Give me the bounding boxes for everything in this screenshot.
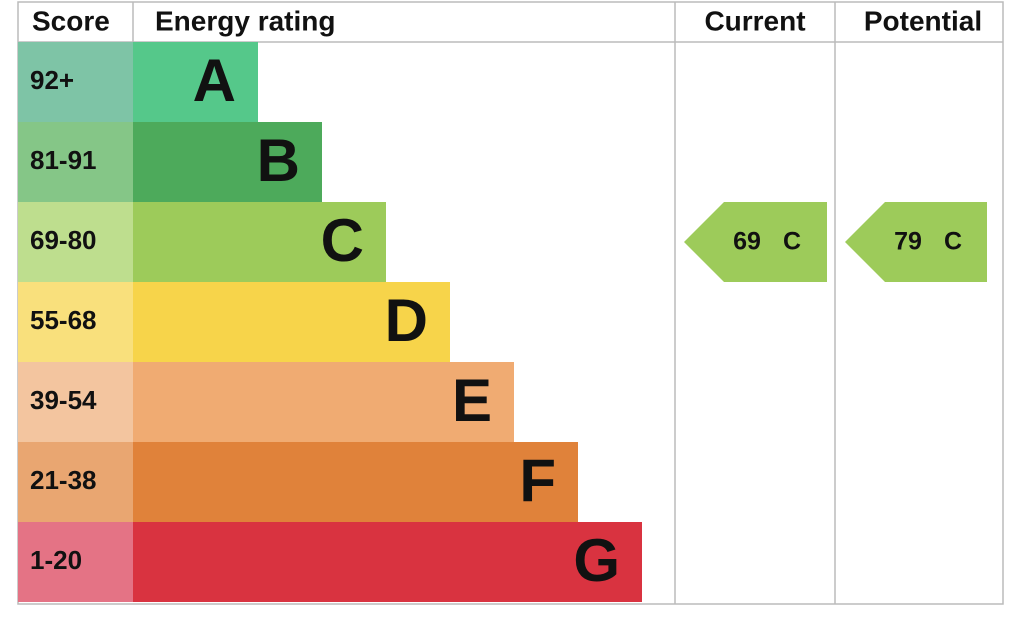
score-range: 1-20: [30, 545, 82, 575]
rating-bar: [133, 122, 322, 202]
current-arrow: [684, 202, 827, 282]
rating-letter: D: [385, 287, 428, 354]
rating-letter: B: [257, 127, 300, 194]
header-rating: Energy rating: [155, 5, 335, 36]
potential-value: 79: [894, 228, 922, 256]
potential-band: C: [944, 228, 962, 256]
score-range: 81-91: [30, 145, 97, 175]
current-band: C: [783, 228, 801, 256]
score-range: 55-68: [30, 305, 97, 335]
rating-letter: G: [573, 527, 620, 594]
score-cell: [18, 122, 133, 202]
rating-bar: [133, 362, 514, 442]
score-range: 69-80: [30, 225, 97, 255]
rating-letter: E: [452, 367, 492, 434]
rating-bar: [133, 282, 450, 362]
rating-letter: A: [193, 47, 236, 114]
score-range: 92+: [30, 65, 74, 95]
current-value: 69: [733, 228, 761, 256]
header-score: Score: [32, 5, 110, 36]
score-range: 39-54: [30, 385, 97, 415]
score-cell: [18, 202, 133, 282]
potential-arrow: [845, 202, 987, 282]
rating-bar: [133, 522, 642, 602]
rating-letter: F: [519, 447, 556, 514]
score-cell: [18, 42, 133, 122]
score-cell: [18, 522, 133, 602]
score-cell: [18, 442, 133, 522]
rating-letter: C: [321, 207, 364, 274]
score-cell: [18, 282, 133, 362]
score-range: 21-38: [30, 465, 97, 495]
header-potential: Potential: [864, 5, 982, 36]
rating-bar: [133, 42, 258, 122]
score-cell: [18, 362, 133, 442]
rating-bar: [133, 202, 386, 282]
rating-bar: [133, 442, 578, 522]
header-current: Current: [704, 5, 805, 36]
